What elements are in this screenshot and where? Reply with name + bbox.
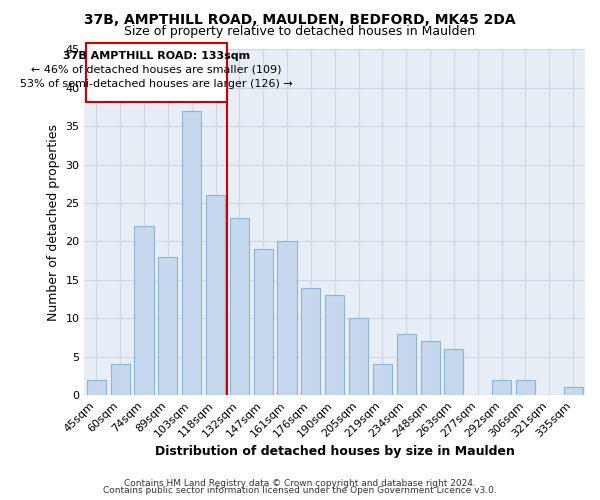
X-axis label: Distribution of detached houses by size in Maulden: Distribution of detached houses by size …: [155, 444, 515, 458]
Bar: [182, 111, 201, 395]
Bar: [445, 349, 463, 395]
Bar: [254, 249, 273, 395]
Bar: [373, 364, 392, 395]
Bar: [421, 342, 440, 395]
Bar: [230, 218, 249, 395]
Text: Size of property relative to detached houses in Maulden: Size of property relative to detached ho…: [124, 25, 476, 38]
Text: 37B AMPTHILL ROAD: 133sqm: 37B AMPTHILL ROAD: 133sqm: [63, 51, 250, 61]
Bar: [397, 334, 416, 395]
Bar: [563, 388, 583, 395]
Bar: [516, 380, 535, 395]
Y-axis label: Number of detached properties: Number of detached properties: [47, 124, 60, 320]
Bar: [277, 242, 296, 395]
Text: 53% of semi-detached houses are larger (126) →: 53% of semi-detached houses are larger (…: [20, 78, 293, 88]
Bar: [134, 226, 154, 395]
Text: 37B, AMPTHILL ROAD, MAULDEN, BEDFORD, MK45 2DA: 37B, AMPTHILL ROAD, MAULDEN, BEDFORD, MK…: [84, 12, 516, 26]
Bar: [110, 364, 130, 395]
Bar: [492, 380, 511, 395]
Bar: [206, 196, 225, 395]
Bar: [87, 380, 106, 395]
Bar: [325, 295, 344, 395]
Bar: [158, 257, 178, 395]
Text: Contains public sector information licensed under the Open Government Licence v3: Contains public sector information licen…: [103, 486, 497, 495]
Text: Contains HM Land Registry data © Crown copyright and database right 2024.: Contains HM Land Registry data © Crown c…: [124, 478, 476, 488]
Text: ← 46% of detached houses are smaller (109): ← 46% of detached houses are smaller (10…: [31, 64, 282, 74]
Bar: [349, 318, 368, 395]
Bar: [301, 288, 320, 395]
FancyBboxPatch shape: [86, 43, 227, 102]
